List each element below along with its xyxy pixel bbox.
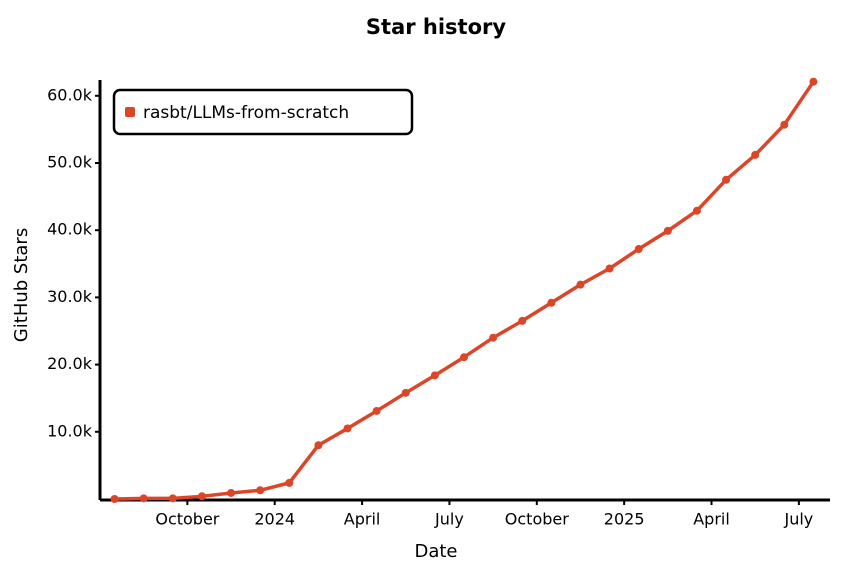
- y-tick-label: 50.0k: [47, 153, 93, 172]
- point: [692, 206, 701, 215]
- x-tick-label: October: [505, 510, 569, 529]
- point: [634, 245, 643, 254]
- point: [605, 264, 614, 273]
- y-axis-label: GitHub Stars: [11, 228, 32, 342]
- point: [401, 388, 410, 397]
- point: [809, 77, 818, 86]
- point: [460, 353, 468, 362]
- point: [751, 150, 760, 159]
- point: [372, 406, 381, 415]
- legend-label: rasbt/LLMs-from-scratch: [143, 103, 349, 123]
- x-tick-label: July: [783, 510, 813, 529]
- point: [489, 333, 498, 342]
- y-tick-label: 60.0k: [47, 85, 93, 104]
- point: [722, 175, 731, 184]
- point: [576, 280, 585, 289]
- line: [114, 80, 815, 501]
- point: [227, 488, 236, 497]
- x-tick-label: October: [155, 510, 219, 529]
- point: [430, 371, 439, 380]
- x-tick-label: 2025: [604, 510, 645, 529]
- point: [168, 494, 177, 503]
- point: [780, 120, 789, 129]
- x-tick-label: 2024: [254, 510, 295, 529]
- y-tick-label: 40.0k: [47, 220, 93, 239]
- legend-swatch: [125, 107, 135, 117]
- point: [518, 316, 527, 325]
- point: [547, 298, 556, 307]
- point: [256, 486, 265, 495]
- point: [343, 424, 352, 433]
- x-tick-label: April: [693, 510, 730, 529]
- y-tick-label: 30.0k: [47, 287, 93, 306]
- point: [139, 494, 148, 503]
- legend-box: [112, 88, 414, 136]
- point: [197, 492, 206, 501]
- point: [285, 478, 294, 487]
- point: [663, 226, 672, 235]
- x-tick-label: April: [344, 510, 381, 529]
- y-tick-label: 10.0k: [47, 421, 93, 440]
- x-axis-label: Date: [414, 541, 457, 562]
- x-tick-label: July: [434, 510, 464, 529]
- point: [314, 441, 323, 450]
- y-tick-label: 20.0k: [47, 354, 93, 373]
- chart-title: Star history: [366, 15, 506, 39]
- point: [110, 495, 119, 503]
